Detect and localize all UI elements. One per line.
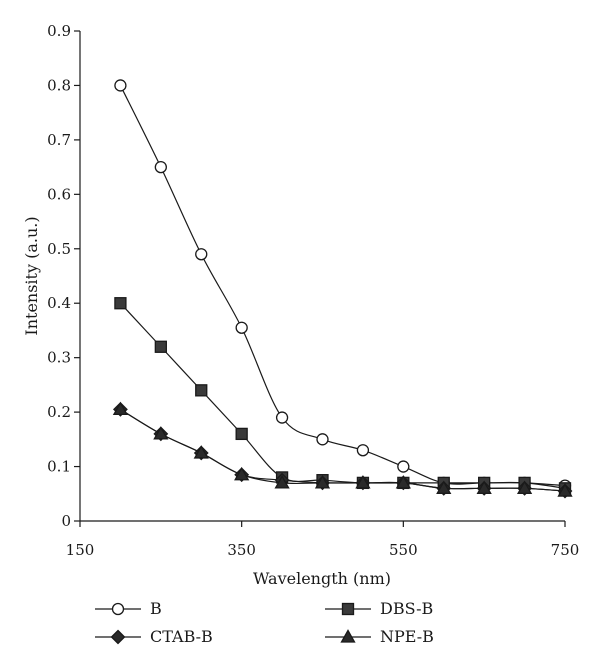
series-dbs-b (114, 297, 572, 495)
y-tick-label: 0.1 (47, 458, 71, 476)
data-point-dbs-b (235, 427, 248, 441)
legend-item-dbs-b: DBS-B (325, 599, 433, 618)
x-tick-label: 350 (227, 541, 256, 559)
data-point-b (114, 79, 127, 92)
y-tick-label: 0.7 (47, 131, 71, 149)
y-tick-label: 0 (61, 512, 71, 530)
y-axis-title: Intensity (a.u.) (22, 216, 41, 335)
series-line-ctab-b (120, 408, 566, 492)
data-point-npe-b (112, 401, 129, 416)
series-npe-b (112, 401, 573, 497)
x-tick-label: 550 (389, 541, 418, 559)
data-point-npe-b (476, 480, 492, 494)
data-point-b (397, 460, 410, 473)
data-point-npe-b (395, 475, 411, 489)
y-tick-label: 0.9 (47, 22, 71, 40)
legend-label: DBS-B (380, 599, 433, 618)
series-b (114, 79, 572, 492)
y-ticks: 0 0.1 0.2 0.3 0.4 0.5 0.6 0.7 0.8 0.9 (47, 22, 80, 530)
legend-label: NPE-B (380, 627, 434, 646)
data-point-npe-b (516, 480, 533, 494)
y-tick-label: 0.6 (47, 185, 71, 203)
legend-label: B (150, 599, 162, 618)
legend-item-b: B (95, 599, 162, 618)
data-point-npe-b (436, 480, 452, 494)
series-line-npe-b (120, 408, 566, 492)
data-point-npe-b (355, 475, 371, 489)
legend-marker-npe-b (340, 629, 356, 643)
legend-label: CTAB-B (150, 627, 213, 646)
x-tick-label: 750 (551, 541, 580, 559)
data-point-b (235, 321, 248, 334)
data-point-npe-b (274, 475, 290, 489)
legend-item-ctab-b: CTAB-B (95, 627, 213, 646)
legend-marker-b (111, 602, 125, 616)
legend-item-npe-b: NPE-B (325, 627, 434, 646)
data-point-b (275, 411, 289, 424)
data-point-npe-b (557, 483, 573, 497)
y-tick-label: 0.4 (47, 294, 71, 312)
data-point-b (316, 433, 329, 446)
data-point-dbs-b (195, 384, 208, 397)
data-point-npe-b (193, 445, 209, 459)
y-tick-label: 0.2 (47, 403, 71, 421)
legend-marker-ctab-b (110, 629, 126, 645)
x-ticks: 150 350 550 750 (66, 521, 580, 559)
series-line-dbs-b (119, 302, 566, 489)
legend-marker-dbs-b (341, 602, 355, 616)
chart-legend: B DBS-B CTAB-B NPE-B (95, 599, 434, 646)
x-tick-label: 150 (66, 541, 95, 559)
chart-axes (79, 31, 565, 522)
data-point-dbs-b (154, 340, 167, 353)
y-tick-label: 0.3 (47, 349, 71, 367)
x-axis-title: Wavelength (nm) (253, 569, 391, 588)
y-tick-label: 0.8 (47, 76, 71, 94)
data-point-b (195, 248, 208, 261)
data-point-npe-b (234, 466, 250, 481)
data-point-dbs-b (114, 297, 127, 310)
data-point-npe-b (314, 475, 331, 489)
data-point-b (356, 444, 370, 457)
y-tick-label: 0.5 (47, 240, 71, 258)
plot-area (112, 79, 573, 499)
data-point-npe-b (153, 426, 169, 440)
series-line-b (119, 85, 566, 487)
data-point-b (154, 160, 167, 174)
